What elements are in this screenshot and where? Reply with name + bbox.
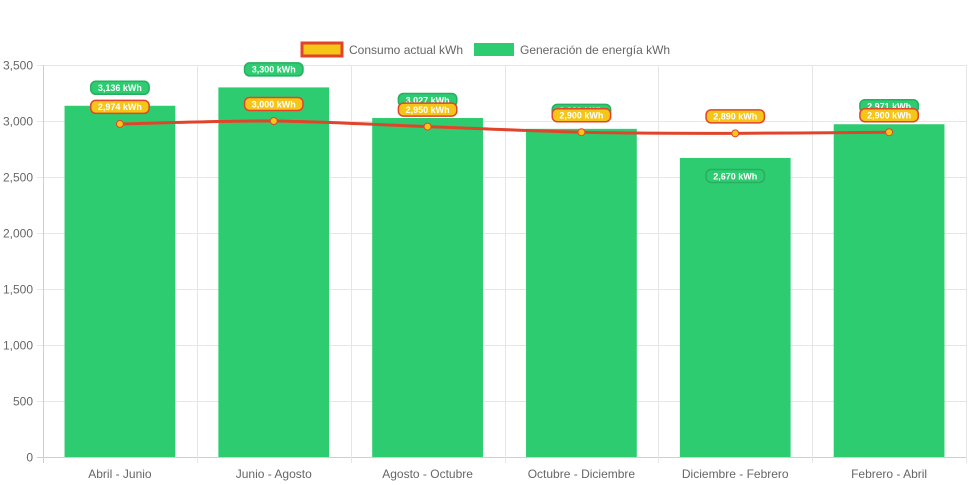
consumption-data-label-bg <box>397 102 458 117</box>
generation-data-label-bg <box>705 168 766 184</box>
generation-data-label: 2,670 kWh <box>705 168 766 184</box>
legend-item-generacion[interactable]: Generación de energía kWh <box>474 43 670 57</box>
x-tick-label: Agosto - Octubre <box>382 467 473 481</box>
consumption-point[interactable] <box>115 119 124 128</box>
consumption-data-label-text: 2,950 kWh <box>406 105 450 115</box>
consumption-point[interactable] <box>731 129 740 138</box>
x-tick-label: Febrero - Abril <box>851 467 927 481</box>
generation-data-label-text: 3,300 kWh <box>252 65 296 75</box>
generation-bar[interactable] <box>218 87 330 458</box>
generation-data-label-text: 2,670 kWh <box>713 171 757 181</box>
consumption-data-label-text: 3,000 kWh <box>252 99 296 109</box>
consumption-data-label: 2,900 kWh <box>859 107 920 123</box>
legend-swatch-consumo <box>300 41 344 58</box>
consumption-point[interactable] <box>885 128 894 137</box>
generation-bar[interactable] <box>833 124 945 458</box>
generation-data-label: 3,300 kWh <box>243 62 304 77</box>
y-tick-label: 2,000 <box>3 227 33 241</box>
generation-bar[interactable] <box>372 117 483 457</box>
generation-data-label-text: 3,027 kWh <box>406 95 450 105</box>
legend: Consumo actual kWh Generación de energía… <box>300 41 670 58</box>
bar-layer <box>64 87 945 458</box>
consumption-data-label: 2,890 kWh <box>705 109 766 124</box>
axis-layer: 0 500 1,000 1,500 2,000 2,500 3,000 3,500 Abril … <box>3 59 927 482</box>
consumption-point[interactable] <box>423 122 432 131</box>
y-tick-label: 1,000 <box>3 339 33 353</box>
generation-data-label-text: 3,136 kWh <box>98 83 142 93</box>
consumption-data-label-text: 2,900 kWh <box>867 111 911 121</box>
consumption-data-label: 3,000 kWh <box>243 96 304 112</box>
consumption-point[interactable] <box>269 117 278 125</box>
x-tick-label: Abril - Junio <box>88 467 152 481</box>
consumption-data-label: 2,974 kWh <box>89 99 150 115</box>
consumption-data-label-bg <box>859 107 920 123</box>
x-tick-label: Diciembre - Febrero <box>682 467 789 481</box>
line-layer <box>115 117 894 138</box>
grid-layer <box>37 65 967 463</box>
consumption-data-label-bg <box>89 99 150 115</box>
generation-data-label-text: 2,971 kWh <box>867 102 911 112</box>
consumption-data-label-bg <box>705 109 766 124</box>
legend-label-generacion: Generación de energía kWh <box>520 43 670 57</box>
generation-bar[interactable] <box>679 157 791 457</box>
consumption-data-label: 2,950 kWh <box>397 102 458 117</box>
generation-data-label: 3,136 kWh <box>89 80 150 96</box>
generation-bar[interactable] <box>64 105 176 457</box>
consumption-data-label-text: 2,974 kWh <box>98 102 142 112</box>
x-tick-label: Octubre - Diciembre <box>528 467 636 481</box>
y-tick-label: 0 <box>26 451 33 465</box>
y-tick-label: 500 <box>13 395 33 409</box>
consumption-point[interactable] <box>577 128 586 137</box>
y-tick-label: 2,500 <box>3 171 33 185</box>
consumption-line <box>119 119 890 135</box>
generation-bar[interactable] <box>526 128 637 457</box>
generation-data-label-bg <box>89 80 150 96</box>
consumption-data-label-bg <box>243 96 304 112</box>
y-tick-label: 3,000 <box>3 115 33 129</box>
consumption-data-label-text: 2,890 kWh <box>713 112 757 122</box>
x-tick-label: Junio - Agosto <box>236 467 312 481</box>
consumption-data-label: 2,900 kWh <box>551 107 612 123</box>
consumption-data-label-text: 2,900 kWh <box>559 111 603 121</box>
y-tick-label: 3,500 <box>3 59 33 73</box>
consumption-data-label-bg <box>551 107 612 123</box>
y-tick-label: 1,500 <box>3 283 33 297</box>
legend-swatch-generacion <box>474 43 514 56</box>
legend-label-consumo: Consumo actual kWh <box>349 43 463 57</box>
generation-data-label-bg <box>243 62 304 77</box>
legend-item-consumo[interactable]: Consumo actual kWh <box>300 41 463 58</box>
